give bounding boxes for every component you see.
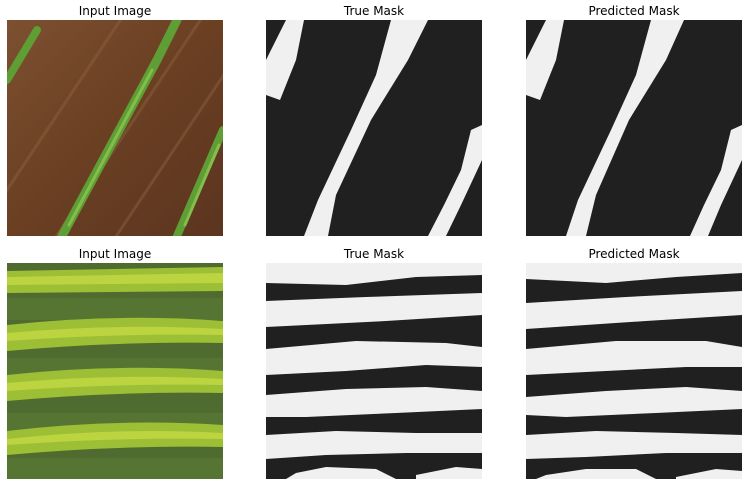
row2-true-mask: [266, 263, 482, 479]
row1-predicted-mask-title: Predicted Mask: [588, 4, 680, 18]
row2-predicted-mask: [526, 263, 742, 479]
row2-input-image: [7, 263, 223, 479]
row1-true-mask: [266, 20, 482, 236]
row1-input-title: Input Image: [78, 4, 152, 18]
row1-true-mask-title: True Mask: [343, 4, 405, 18]
row2-input-title: Input Image: [78, 247, 152, 261]
row1-predicted-mask: [526, 20, 742, 236]
row2-true-mask-title: True Mask: [343, 247, 405, 261]
row2-predicted-mask-title: Predicted Mask: [588, 247, 680, 261]
row1-input-image: [7, 20, 223, 236]
